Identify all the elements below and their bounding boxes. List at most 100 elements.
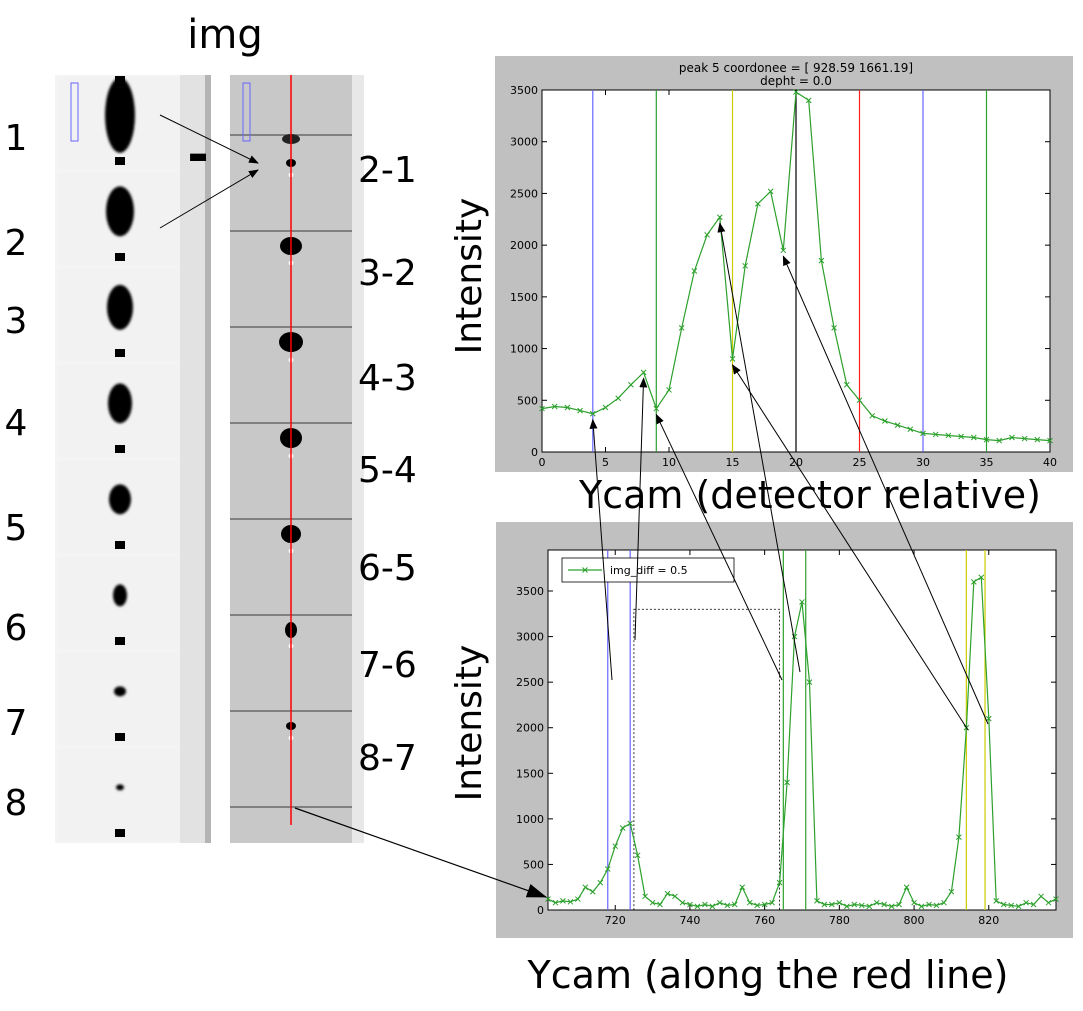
roi-box-marker [70,82,79,142]
data-point [956,834,962,840]
y-tick-label: 0 [531,446,538,459]
data-point [755,200,761,207]
data-point [577,407,583,414]
data-point [678,325,685,331]
annotation-arrow [717,222,801,673]
y-tick-label: 1000 [510,343,538,356]
y-tick-label: 3000 [516,631,544,644]
data-point [814,898,820,904]
x-tick-label: 760 [754,914,775,927]
reference-spot [115,541,125,549]
reference-spot [115,733,125,741]
annotation-arrow [655,413,783,681]
minus-sign: - [187,125,209,185]
data-point [843,381,850,388]
data-point [539,405,545,412]
data-point [784,779,790,786]
difference-labels: 2-1 3-2 4-3 5-4 6-5 7-6 8-7 [358,150,417,779]
data-point [958,433,964,440]
x-tick-label: 15 [726,456,740,469]
data-point [619,825,626,831]
data-point [672,893,678,900]
data-point [642,893,648,900]
y-tick-label: 1500 [516,767,544,780]
data-point [1000,901,1007,908]
image-number-label: 8 [5,783,28,824]
data-point [1009,434,1015,441]
legend-marker [582,567,588,573]
img-label: img [187,12,262,58]
data-point [926,901,932,908]
data-point [628,381,634,388]
data-point [1045,899,1052,906]
annotation-arrow [294,807,547,898]
difference-strip [230,75,364,843]
data-point [911,899,917,906]
y-axis-label: Intensity [449,645,490,802]
image-number-label: 5 [5,508,28,549]
data-point [691,268,698,274]
data-point [694,903,701,910]
annotation-arrow [159,169,259,229]
chart-along-red-line: 720 740 760 780 800 820 0 500 1000 1500 2000 2500 30… [449,522,1073,997]
data-point [666,387,672,393]
chart-title: peak 5 coordonee = [ 928.59 1661.19] [679,61,913,75]
x-tick-label: 40 [1043,456,1057,469]
image-strip-divider [205,75,211,843]
data-point [545,896,551,902]
data-point [716,899,723,906]
data-point [858,902,865,909]
data-point [589,410,596,417]
image-number-label: 3 [5,301,28,342]
data-point [602,404,609,411]
data-point [978,574,985,581]
y-tick-label: 500 [517,394,538,407]
image-number-label: 7 [5,703,28,744]
data-point [873,899,880,906]
data-point [932,431,939,438]
data-point [1008,902,1015,909]
y-tick-label: 3500 [510,84,538,97]
data-point [776,879,783,886]
image-number-label: 4 [5,403,28,444]
x-tick-label: 800 [904,914,925,927]
data-point [829,901,835,908]
data-point [552,899,559,906]
difference-strip-edge [352,75,364,843]
y-tick-label: 1500 [510,291,538,304]
diffraction-spot [105,77,135,153]
reference-spot [115,349,125,357]
data-point [767,188,774,195]
chart-subtitle: depht = 0.0 [760,74,832,88]
data-point [985,715,992,722]
data-point [903,884,910,891]
data-point [851,901,858,908]
annotation-arrow [634,377,648,641]
data-point [604,866,611,872]
data-point [742,262,749,269]
data-point [1047,437,1053,444]
data-point [996,437,1003,444]
data-point [894,422,901,428]
data-point [843,903,850,910]
data-point [709,903,716,910]
data-point [1053,896,1059,902]
data-point [1030,901,1037,908]
annotation-arrow [589,418,613,681]
data-point [945,432,952,439]
data-point [791,633,798,640]
integration-window [633,608,780,911]
data-point [575,896,581,902]
difference-label: 3-2 [358,253,417,294]
y-tick-label: 2000 [510,239,538,252]
x-tick-label: 30 [916,456,930,469]
data-point [724,902,731,909]
data-point [805,97,812,104]
y-tick-label: 3500 [516,585,544,598]
data-point [799,599,805,605]
data-point [780,247,787,254]
legend-label: img_diff = 0.5 [610,564,688,577]
y-tick-label: 2500 [510,187,538,200]
data-point [754,902,761,909]
